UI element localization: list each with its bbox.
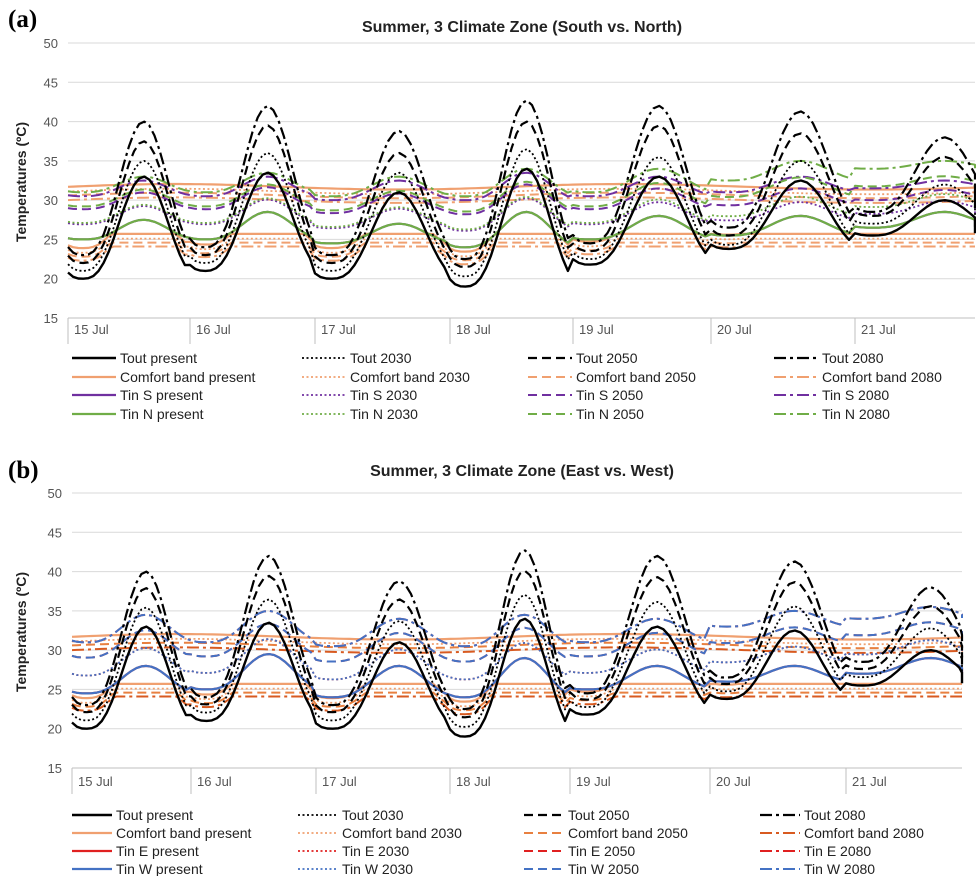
y-tick-label: 35 [44, 154, 58, 169]
y-tick-label: 40 [48, 565, 62, 580]
y-tick-label: 30 [48, 643, 62, 658]
y-tick-label: 45 [44, 75, 58, 90]
series-line-tin-w-2080 [71, 605, 963, 648]
series-line-tin-w-present [71, 653, 964, 699]
legend-label: Tout 2050 [576, 350, 638, 366]
chart-title: Summer, 3 Climate Zone (East vs. West) [370, 463, 674, 480]
legend-label: Tout 2030 [342, 807, 404, 823]
y-tick-label: 40 [44, 115, 58, 130]
legend-label: Tout 2050 [568, 807, 630, 823]
x-tick-label: 17 Jul [322, 774, 357, 789]
series-line-comfort-band-present [71, 682, 962, 703]
y-tick-label: 15 [48, 761, 62, 776]
series-line-comfort-band-2050 [67, 241, 975, 262]
series-line-comfort-band-2080-upper [71, 646, 963, 654]
legend-label: Comfort band 2030 [342, 825, 462, 841]
x-tick-label: 15 Jul [78, 774, 113, 789]
panel-letter: (a) [8, 6, 37, 33]
legend-label: Tin N 2050 [576, 406, 644, 422]
series-line-comfort-band-2080-upper [67, 196, 976, 204]
series-line-tout-2080 [71, 549, 964, 711]
y-tick-label: 15 [44, 311, 58, 326]
legend-label: Tin S present [120, 387, 203, 403]
legend-label: Tout 2030 [350, 350, 412, 366]
y-tick-label: 35 [48, 604, 62, 619]
x-tick-label: 19 Jul [579, 322, 614, 337]
y-tick-label: 30 [44, 193, 58, 208]
legend-label: Tin W 2030 [342, 861, 413, 876]
series-line-comfort-band-present-upper [71, 632, 964, 641]
x-tick-label: 16 Jul [197, 774, 232, 789]
legend-label: Tout 2080 [804, 807, 866, 823]
legend-label: Tin W present [116, 861, 203, 876]
x-tick-label: 19 Jul [576, 774, 611, 789]
y-axis-label: Temperatures (ºC) [13, 572, 29, 692]
legend-label: Comfort band 2050 [576, 369, 696, 385]
legend-label: Tin N 2080 [822, 406, 890, 422]
legend-label: Comfort band 2080 [822, 369, 942, 385]
series-line-tout-2030 [71, 593, 963, 728]
series-line-tout-present [71, 617, 964, 738]
y-axis-label: Temperatures (ºC) [13, 122, 29, 242]
legend-label: Tin N present [120, 406, 204, 422]
series-line-comfort-band-2080 [71, 695, 962, 716]
legend-label: Tout present [116, 807, 193, 823]
panel-letter: (b) [8, 457, 39, 484]
series-line-tin-n-2030 [67, 193, 976, 231]
legend-label: Tin E 2080 [804, 843, 871, 859]
legend-label: Tin W 2080 [804, 861, 875, 876]
series-line-comfort-band-2050 [71, 691, 962, 712]
chart-title: Summer, 3 Climate Zone (South vs. North) [362, 19, 682, 36]
x-tick-label: 21 Jul [861, 322, 896, 337]
x-tick-label: 21 Jul [852, 774, 887, 789]
x-tick-label: 20 Jul [716, 774, 751, 789]
legend-label: Tin E 2050 [568, 843, 635, 859]
x-tick-label: 15 Jul [74, 322, 109, 337]
series-line-tout-2080 [67, 99, 976, 261]
y-tick-label: 50 [44, 36, 58, 51]
legend-label: Tin S 2050 [576, 387, 643, 403]
y-tick-label: 45 [48, 525, 62, 540]
y-tick-label: 25 [48, 682, 62, 697]
x-tick-label: 17 Jul [321, 322, 356, 337]
chart-panel-b: (b) Summer, 3 Climate Zone (East vs. Wes… [8, 457, 964, 876]
series-line-tin-s-2030 [67, 197, 976, 232]
series-line-comfort-band-2030 [67, 237, 975, 258]
series-line-comfort-band-present [67, 232, 975, 253]
series-line-tin-n-2050 [67, 175, 976, 213]
legend-label: Tin S 2030 [350, 387, 417, 403]
series-line-comfort-band-2080 [67, 245, 975, 266]
y-tick-label: 20 [44, 272, 58, 287]
series-line-comfort-band-2050-upper [71, 641, 963, 650]
x-tick-label: 16 Jul [196, 322, 231, 337]
series-line-tin-n-present [67, 210, 976, 249]
legend-label: Tin E 2030 [342, 843, 409, 859]
legend-label: Comfort band 2030 [350, 369, 470, 385]
y-tick-label: 50 [48, 486, 62, 501]
legend-label: Tin E present [116, 843, 199, 859]
legend-label: Tin N 2030 [350, 406, 418, 422]
legend-label: Comfort band present [120, 369, 256, 385]
series-line-tout-2050 [67, 120, 976, 268]
series-line-tout-present [67, 167, 976, 288]
series-line-tin-s-2080 [67, 171, 976, 202]
legend-label: Comfort band 2080 [804, 825, 924, 841]
series-line-comfort-band-2030 [71, 687, 962, 708]
legend-label: Tout present [120, 350, 197, 366]
x-tick-label: 18 Jul [456, 774, 491, 789]
legend-label: Comfort band present [116, 825, 252, 841]
legend-label: Tin W 2050 [568, 861, 639, 876]
y-tick-label: 25 [44, 232, 58, 247]
y-tick-label: 20 [48, 722, 62, 737]
x-tick-label: 20 Jul [717, 322, 752, 337]
x-tick-label: 18 Jul [456, 322, 491, 337]
legend-label: Tout 2080 [822, 350, 884, 366]
chart-panel-a: (a) Summer, 3 Climate Zone (South vs. No… [8, 6, 976, 422]
legend-label: Tin S 2080 [822, 387, 889, 403]
legend-label: Comfort band 2050 [568, 825, 688, 841]
